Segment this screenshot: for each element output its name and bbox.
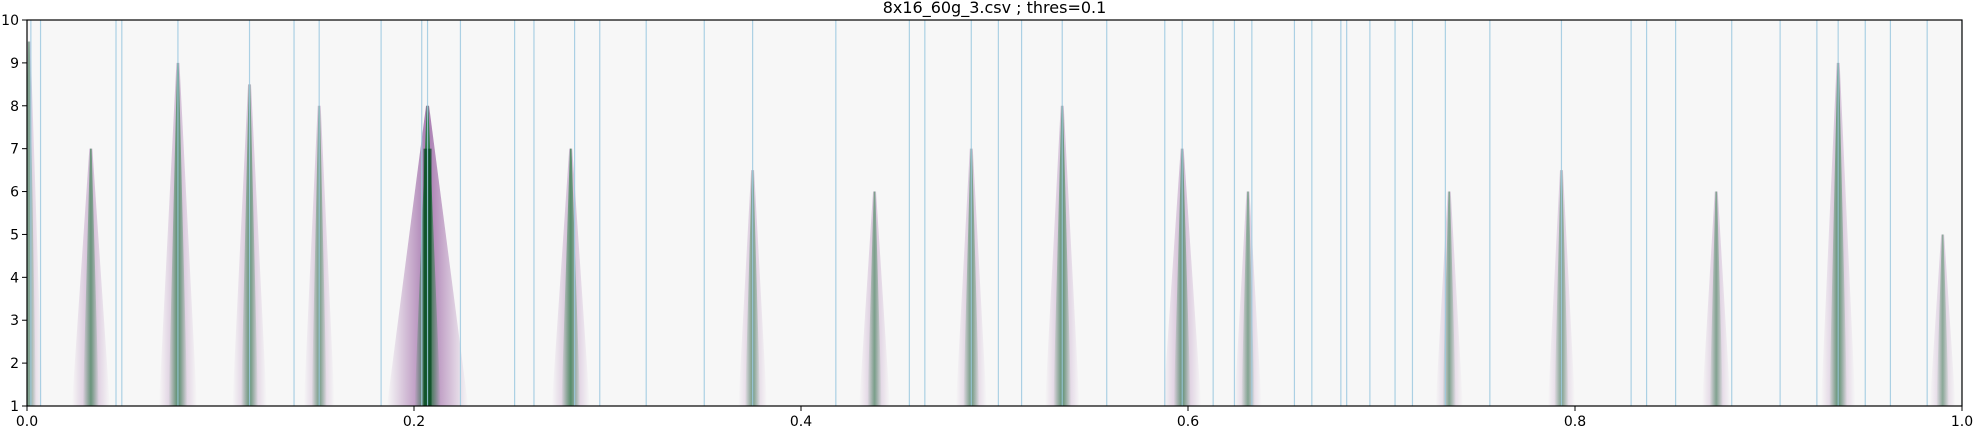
x-axis: 0.0 0.2 0.4 0.6 0.8 1.0 xyxy=(16,406,1973,429)
plot-frame xyxy=(26,19,1963,407)
y-tick-label: 8 xyxy=(10,99,19,115)
y-tick-label: 5 xyxy=(10,227,19,243)
y-tick-label: 2 xyxy=(10,356,19,372)
peak-positive xyxy=(561,148,581,406)
y-tick-label: 1 xyxy=(10,399,19,415)
x-tick-label: 0.4 xyxy=(790,414,812,429)
y-axis: 1 2 3 4 5 6 7 8 9 10 xyxy=(1,13,27,415)
y-tick-label: 9 xyxy=(10,56,19,72)
y-tick-label: 4 xyxy=(10,270,19,286)
peak-positive xyxy=(27,41,37,406)
peak-positive xyxy=(867,191,882,406)
x-tick-label: 0.0 xyxy=(16,414,38,429)
peak-positive xyxy=(82,148,99,406)
chart-title: 8x16_60g_3.csv ; thres=0.1 xyxy=(883,0,1107,18)
x-tick-label: 0.8 xyxy=(1564,414,1586,429)
x-tick-label: 1.0 xyxy=(1951,414,1973,429)
y-tick-label: 7 xyxy=(10,142,19,158)
plot-background xyxy=(27,20,1962,406)
y-tick-label: 6 xyxy=(10,185,19,201)
y-tick-label: 3 xyxy=(10,313,19,329)
y-tick-label: 10 xyxy=(1,13,19,29)
peak-positive xyxy=(1709,191,1723,406)
x-tick-label: 0.2 xyxy=(403,414,425,429)
peak-positive xyxy=(1936,234,1949,406)
marker-lines xyxy=(30,20,1962,406)
x-tick-label: 0.6 xyxy=(1177,414,1199,429)
